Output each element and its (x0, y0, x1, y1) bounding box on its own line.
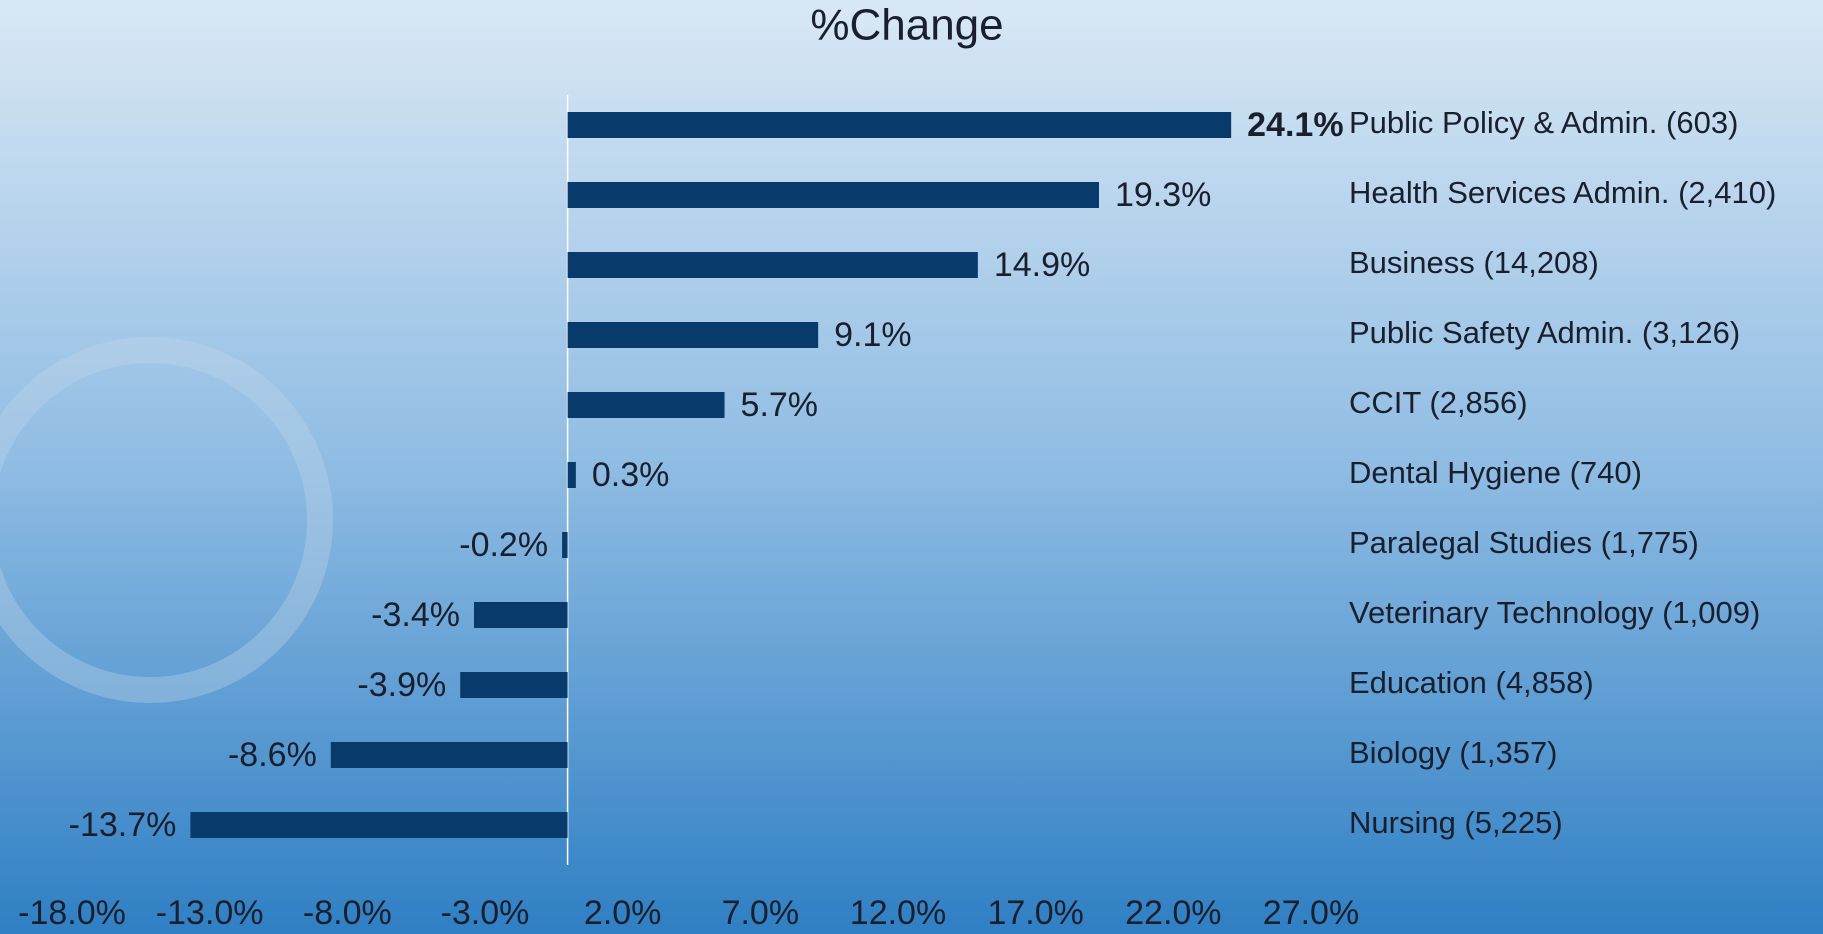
x-tick-label: 12.0% (850, 894, 946, 932)
x-tick-label: 17.0% (987, 894, 1083, 932)
category-label: Nursing (5,225) (1349, 805, 1563, 840)
x-tick-label: 2.0% (584, 894, 662, 932)
chart: %Change -18.0% -13.0% -8.0% -3.0% 2.0% 7.0% 12… (0, 0, 1823, 934)
value-label: 5.7% (741, 386, 819, 424)
category-label: Public Policy & Admin. (603) (1349, 105, 1738, 140)
bar (568, 252, 978, 278)
chart-title: %Change (810, 1, 1003, 50)
x-tick-label: 22.0% (1125, 894, 1221, 932)
value-label: 9.1% (834, 316, 912, 354)
value-label: -0.2% (459, 526, 548, 564)
category-label: Education (4,858) (1349, 665, 1594, 700)
category-label: Health Services Admin. (2,410) (1349, 175, 1776, 210)
value-label: -8.6% (228, 736, 317, 774)
bar (331, 742, 568, 768)
bar (568, 462, 576, 488)
category-label: Business (14,208) (1349, 245, 1599, 280)
bar (568, 182, 1099, 208)
bar (460, 672, 567, 698)
category-label: Veterinary Technology (1,009) (1349, 595, 1760, 630)
category-label: Paralegal Studies (1,775) (1349, 525, 1699, 560)
bar (474, 602, 568, 628)
x-tick-label: -8.0% (303, 894, 392, 932)
category-label: Biology (1,357) (1349, 735, 1558, 770)
value-label: -13.7% (69, 806, 177, 844)
value-label: 14.9% (994, 246, 1090, 284)
value-label: 24.1% (1247, 106, 1343, 144)
x-tick-label: -3.0% (441, 894, 530, 932)
x-tick-label: 7.0% (722, 894, 800, 932)
bar (190, 812, 567, 838)
x-tick-label: 27.0% (1263, 894, 1359, 932)
bar (562, 532, 568, 558)
bar (568, 112, 1232, 138)
x-tick-label: -18.0% (18, 894, 126, 932)
value-label: -3.4% (371, 596, 460, 634)
category-label: Dental Hygiene (740) (1349, 455, 1642, 490)
value-label: 0.3% (592, 456, 670, 494)
x-tick-label: -13.0% (156, 894, 264, 932)
bar (568, 322, 819, 348)
category-label: CCIT (2,856) (1349, 385, 1528, 420)
value-label: -3.9% (357, 666, 446, 704)
bar (568, 392, 725, 418)
value-label: 19.3% (1115, 176, 1211, 214)
category-label: Public Safety Admin. (3,126) (1349, 315, 1740, 350)
